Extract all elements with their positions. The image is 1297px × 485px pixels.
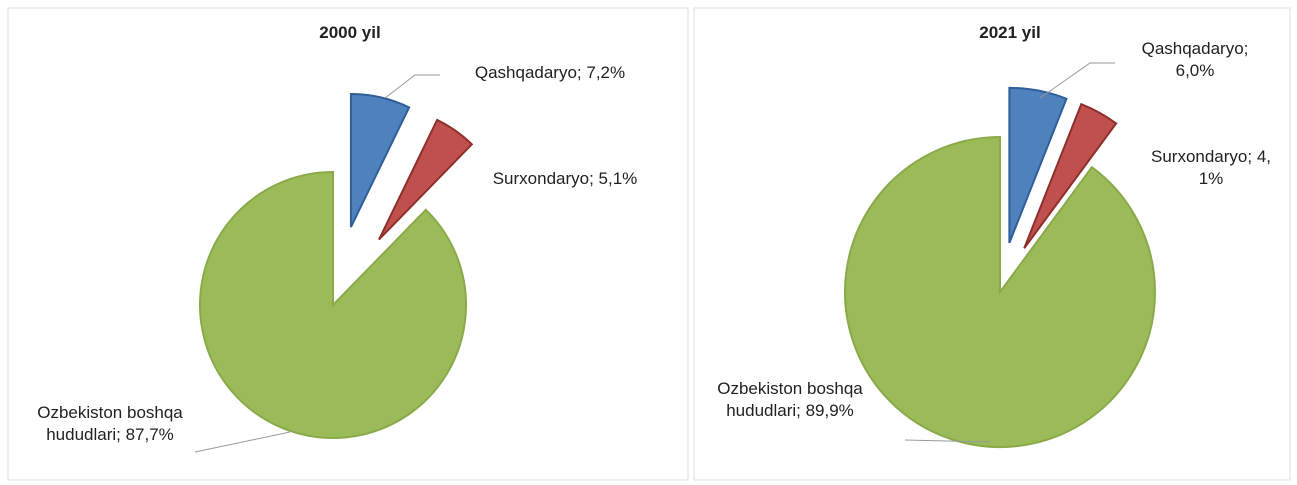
chart-title: 2000 yil — [319, 23, 381, 42]
leader-line — [904, 439, 991, 443]
leader-line — [384, 74, 440, 99]
pie-slice — [1008, 86, 1068, 244]
data-label: Ozbekiston boshqa hududlari; 87,7% — [37, 403, 183, 444]
data-label: Ozbekiston boshqa hududlari; 89,9% — [717, 379, 863, 420]
data-label: Surxondaryo; 5,1% — [492, 169, 638, 188]
chart-title: 2021 yil — [979, 23, 1041, 42]
leader-line — [1039, 62, 1115, 99]
leader-line — [194, 431, 291, 453]
pie-slice — [378, 118, 474, 241]
pie-slice — [199, 170, 467, 439]
chart-frame — [693, 7, 1291, 481]
data-label: Qashqadaryo; 7,2% — [474, 63, 626, 82]
pie-slice — [844, 135, 1156, 448]
data-label: Qashqadaryo; 6,0% — [1141, 39, 1249, 80]
data-label: Surxondaryo; 4,1% — [1150, 147, 1271, 188]
chart-frame — [7, 7, 689, 481]
pie-slice — [349, 93, 411, 228]
pie-slice — [1023, 102, 1118, 249]
